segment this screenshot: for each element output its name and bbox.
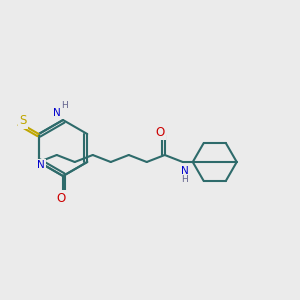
Text: H: H [182, 175, 188, 184]
Text: N: N [37, 160, 45, 170]
Text: O: O [155, 125, 164, 139]
Text: S: S [19, 115, 26, 128]
Text: O: O [56, 191, 66, 205]
Text: N: N [53, 108, 61, 118]
Text: H: H [61, 101, 68, 110]
Text: N: N [181, 166, 189, 176]
